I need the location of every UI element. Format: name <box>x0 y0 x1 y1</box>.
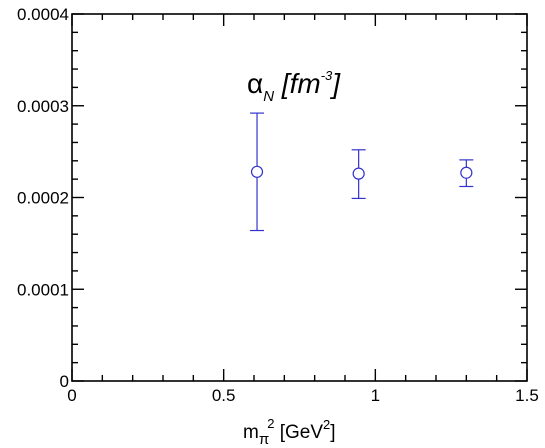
y-tick-label: 0 <box>60 372 69 391</box>
axis-ticks <box>71 13 528 382</box>
x-axis-label-superscript: 2 <box>267 416 274 431</box>
annotation-unit-suffix: ] <box>329 68 341 99</box>
y-tick-label: 0.0003 <box>17 97 69 116</box>
annotation-symbol: α <box>247 68 263 99</box>
y-tick-label: 0.0001 <box>17 280 69 299</box>
data-point <box>352 167 365 180</box>
x-tick-label: 0.5 <box>212 386 236 405</box>
x-axis-label: mπ2 [GeV2] <box>243 416 336 448</box>
annotation-unit-prefix: [fm <box>274 68 321 99</box>
x-tick-label: 1.5 <box>515 386 539 405</box>
y-tick-label: 0.0002 <box>17 189 69 208</box>
x-axis-label-unit-suffix: ] <box>330 422 335 443</box>
y-tick-label: 0.0004 <box>17 5 69 24</box>
x-axis-label-unit-prefix: [GeV <box>274 422 323 443</box>
data-point <box>460 166 473 179</box>
annotation-label: αN [fm-3] <box>247 68 341 105</box>
x-axis-label-unit-exponent: 2 <box>323 417 330 432</box>
tick-labels: 0 0.5 1 1.5 0 0.0001 0.0002 0.0003 0.0004 <box>17 5 539 405</box>
annotation-subscript: N <box>263 88 274 105</box>
x-tick-label: 0 <box>67 386 76 405</box>
data-point <box>250 165 264 178</box>
x-axis-label-base: m <box>243 422 259 443</box>
x-axis-label-subscript: π <box>259 431 269 448</box>
data-series <box>250 112 474 232</box>
x-tick-label: 1 <box>371 386 380 405</box>
annotation-unit-exponent: -3 <box>321 68 333 83</box>
